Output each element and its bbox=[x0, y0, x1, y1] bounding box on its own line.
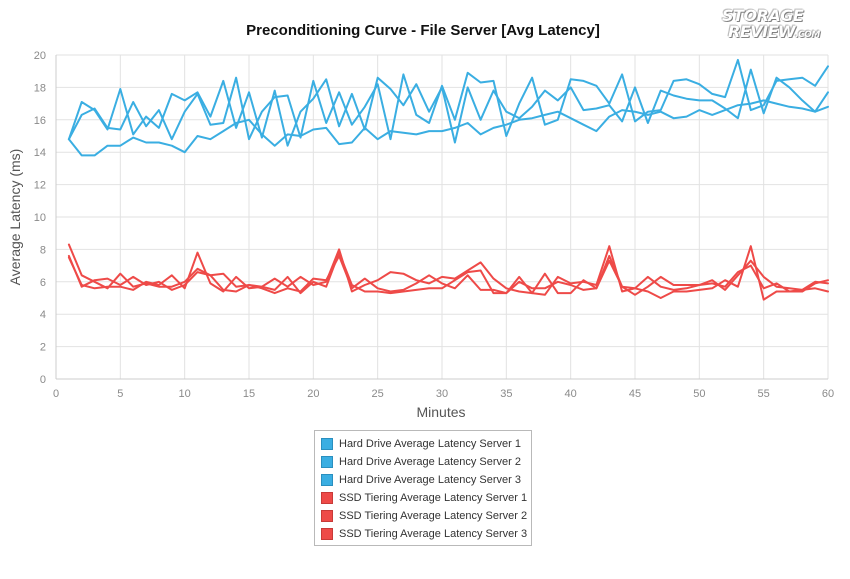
grid bbox=[55, 54, 829, 380]
legend-label: Hard Drive Average Latency Server 3 bbox=[339, 474, 521, 486]
logo-suffix: .COM bbox=[795, 30, 820, 40]
x-tick-label: 0 bbox=[53, 388, 59, 400]
x-tick-label: 10 bbox=[179, 388, 191, 400]
y-axis-title: Average Latency (ms) bbox=[7, 149, 23, 286]
legend-item[interactable]: SSD Tiering Average Latency Server 3 bbox=[321, 525, 531, 543]
legend-label: SSD Tiering Average Latency Server 1 bbox=[339, 492, 528, 504]
y-tick-label: 18 bbox=[34, 82, 46, 94]
y-tick-label: 8 bbox=[40, 244, 46, 256]
y-tick-label: 6 bbox=[40, 277, 46, 289]
x-axis-title: Minutes bbox=[416, 404, 465, 420]
x-tick-label: 35 bbox=[500, 388, 512, 400]
logo-line-1: STORAGE bbox=[722, 6, 804, 25]
legend-item[interactable]: SSD Tiering Average Latency Server 1 bbox=[321, 489, 531, 507]
axes: 0 2 4 6 8 10 12 14 16 18 20 0 5 10 15 20 25 30 35 40 45 50 55 6… bbox=[34, 50, 834, 400]
storage-review-logo: STORAGE REVIEW.COM bbox=[722, 8, 832, 46]
y-tick-label: 0 bbox=[40, 374, 46, 386]
y-tick-label: 16 bbox=[34, 115, 46, 127]
x-tick-label: 60 bbox=[822, 388, 834, 400]
y-tick-label: 10 bbox=[34, 212, 46, 224]
legend-item[interactable]: Hard Drive Average Latency Server 3 bbox=[321, 471, 531, 489]
x-tick-label: 50 bbox=[693, 388, 705, 400]
y-tick-label: 12 bbox=[34, 180, 46, 192]
y-tick-label: 14 bbox=[34, 147, 46, 159]
legend-label: SSD Tiering Average Latency Server 2 bbox=[339, 510, 528, 522]
chart-legend: Hard Drive Average Latency Server 1 Hard … bbox=[314, 430, 532, 546]
logo-word: REVIEW bbox=[728, 22, 796, 41]
legend-swatch bbox=[321, 456, 333, 468]
legend-item[interactable]: Hard Drive Average Latency Server 2 bbox=[321, 453, 531, 471]
series-line-2 bbox=[67, 58, 829, 141]
legend-label: Hard Drive Average Latency Server 1 bbox=[339, 438, 521, 450]
x-tick-label: 40 bbox=[565, 388, 577, 400]
logo-line-2: REVIEW.COM bbox=[722, 24, 832, 43]
x-tick-label: 30 bbox=[436, 388, 448, 400]
legend-label: SSD Tiering Average Latency Server 3 bbox=[339, 528, 528, 540]
legend-swatch bbox=[321, 438, 333, 450]
legend-swatch bbox=[321, 492, 333, 504]
series-line-6 bbox=[67, 251, 829, 296]
x-tick-label: 20 bbox=[307, 388, 319, 400]
series-lines bbox=[67, 58, 829, 301]
legend-label: Hard Drive Average Latency Server 2 bbox=[339, 456, 521, 468]
legend-swatch bbox=[321, 510, 333, 522]
legend-swatch bbox=[321, 474, 333, 486]
legend-swatch bbox=[321, 528, 333, 540]
x-tick-label: 55 bbox=[758, 388, 770, 400]
x-tick-label: 5 bbox=[117, 388, 123, 400]
series-line-3 bbox=[67, 68, 829, 147]
x-tick-label: 45 bbox=[629, 388, 641, 400]
legend-item[interactable]: SSD Tiering Average Latency Server 2 bbox=[321, 507, 531, 525]
series-line-1 bbox=[67, 99, 829, 157]
y-tick-label: 2 bbox=[40, 342, 46, 354]
y-tick-label: 4 bbox=[40, 309, 46, 321]
series-line-4 bbox=[67, 245, 829, 301]
y-tick-label: 20 bbox=[34, 50, 46, 62]
x-tick-label: 25 bbox=[372, 388, 384, 400]
legend-item[interactable]: Hard Drive Average Latency Server 1 bbox=[321, 435, 531, 453]
chart-title: Preconditioning Curve - File Server [Avg… bbox=[246, 22, 600, 39]
x-tick-label: 15 bbox=[243, 388, 255, 400]
